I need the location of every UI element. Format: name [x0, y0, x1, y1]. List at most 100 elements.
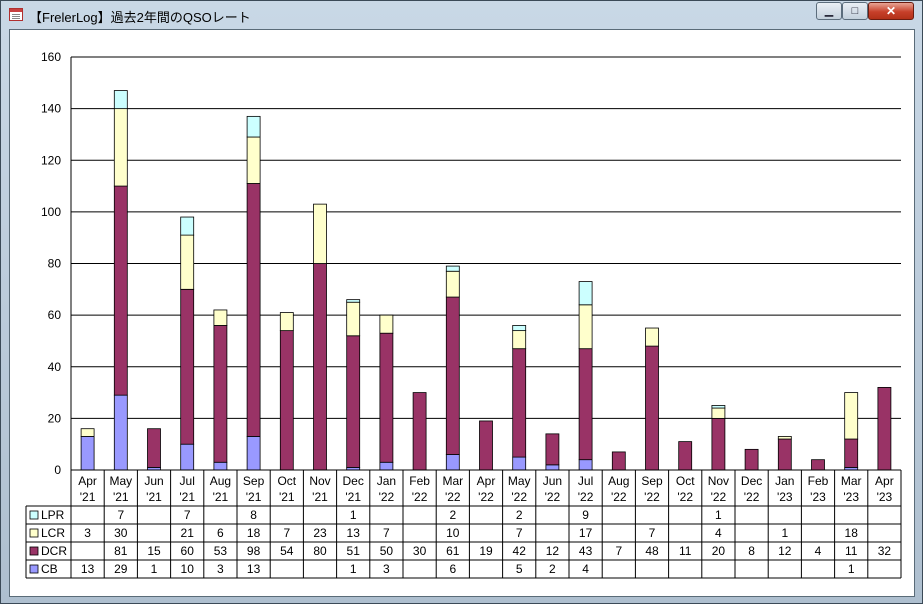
x-tick-year-label: '23	[810, 490, 826, 504]
bar-lpr	[246, 115, 261, 138]
bar-lcr	[512, 330, 527, 350]
x-tick-year-label: '22	[511, 490, 527, 504]
title-bar[interactable]: 【FrelerLog】過去2年間のQSOレート ▁ □ ✕	[1, 1, 922, 29]
data-table-value: 7	[649, 526, 656, 540]
bar-dcr	[678, 441, 693, 471]
x-tick-label: Aug	[608, 474, 629, 488]
x-tick-year-label: '22	[412, 490, 428, 504]
x-tick-year-label: '21	[246, 490, 262, 504]
bar-lpr	[512, 325, 527, 332]
data-table-value: 1	[350, 562, 357, 576]
x-tick-year-label: '21	[146, 490, 162, 504]
data-table-value: 11	[679, 544, 692, 558]
bar-dcr	[811, 459, 825, 471]
y-tick-label: 140	[41, 102, 61, 116]
close-button[interactable]: ✕	[868, 2, 914, 20]
bar-dcr	[645, 345, 659, 471]
x-tick-label: Mar	[442, 474, 463, 488]
data-table-value: 1	[715, 508, 722, 522]
y-tick-label: 160	[41, 50, 61, 64]
data-table-value: 3	[217, 562, 224, 576]
x-tick-label: May	[508, 474, 531, 488]
data-table-value: 54	[280, 544, 294, 558]
maximize-icon: □	[851, 5, 859, 17]
data-table-value: 10	[181, 562, 195, 576]
legend-swatch-lpr	[29, 510, 39, 520]
data-table-value: 61	[446, 544, 460, 558]
data-table-value: 43	[579, 544, 593, 558]
x-tick-year-label: '22	[644, 490, 660, 504]
chart-area: 0 20 40 60 80 100 120 140 160 Apr '21 May '21 Jun '21 J…	[9, 29, 915, 597]
bar-dcr	[113, 185, 128, 396]
bar-cb	[180, 443, 195, 471]
data-table-value: 7	[283, 526, 290, 540]
bar-lpr	[578, 281, 593, 306]
data-table-value: 4	[715, 526, 722, 540]
bar-lcr	[578, 304, 593, 350]
bar-dcr	[412, 392, 427, 471]
data-table-value: 10	[446, 526, 460, 540]
data-table-value: 8	[250, 508, 257, 522]
data-table-value: 7	[117, 508, 124, 522]
x-tick-label: Apr	[78, 474, 97, 488]
x-tick-year-label: '23	[777, 490, 793, 504]
bar-dcr	[777, 438, 792, 471]
maximize-button[interactable]: □	[842, 2, 868, 20]
bar-dcr	[545, 433, 560, 466]
bar-dcr	[279, 330, 294, 471]
x-tick-year-label: '23	[877, 490, 893, 504]
stacked-bar-chart: 020406080100120140160Apr'21May'21Jun'21J…	[25, 50, 902, 579]
bar-lcr	[180, 234, 195, 290]
x-tick-year-label: '22	[578, 490, 594, 504]
data-table-value: 13	[347, 526, 361, 540]
window-title: 【FrelerLog】過去2年間のQSOレート	[29, 10, 251, 25]
bar-dcr	[445, 296, 460, 455]
x-tick-label: Nov	[708, 474, 729, 488]
data-table-value: 5	[516, 562, 523, 576]
data-table-value: 29	[114, 562, 128, 576]
y-tick-label: 100	[41, 205, 61, 219]
bar-dcr	[711, 417, 726, 471]
data-table-value: 30	[114, 526, 128, 540]
bar-dcr	[611, 451, 626, 471]
minimize-button[interactable]: ▁	[816, 2, 842, 20]
data-table-value: 53	[214, 544, 228, 558]
bar-cb	[512, 456, 527, 471]
bar-lcr	[279, 312, 294, 332]
legend-swatch-cb	[29, 564, 39, 574]
x-tick-year-label: '23	[843, 490, 859, 504]
report-icon	[9, 8, 23, 21]
x-tick-label: Sep	[641, 474, 663, 488]
x-tick-label: Dec	[741, 474, 762, 488]
data-table-value: 4	[582, 562, 589, 576]
bar-dcr	[578, 348, 593, 461]
x-tick-year-label: '22	[478, 490, 494, 504]
x-tick-label: Jul	[180, 474, 195, 488]
data-table-value: 2	[449, 508, 456, 522]
x-tick-year-label: '22	[445, 490, 461, 504]
x-tick-label: Aug	[210, 474, 231, 488]
bar-dcr	[346, 335, 361, 468]
bar-lcr	[313, 203, 327, 264]
bar-dcr	[147, 428, 161, 468]
bar-dcr	[512, 348, 527, 458]
x-tick-label: Jun	[543, 474, 562, 488]
x-tick-label: Jan	[775, 474, 794, 488]
x-tick-year-label: '21	[279, 490, 295, 504]
data-table-value: 7	[516, 526, 523, 540]
data-table-value: 23	[313, 526, 327, 540]
data-table-value: 3	[383, 562, 390, 576]
data-table-value: 51	[347, 544, 361, 558]
data-table-value: 32	[878, 544, 892, 558]
x-tick-label: Apr	[477, 474, 496, 488]
data-table-value: 18	[845, 526, 859, 540]
x-tick-label: Feb	[808, 474, 829, 488]
data-table-value: 1	[350, 508, 357, 522]
data-table-value: 13	[81, 562, 95, 576]
bar-dcr	[213, 325, 228, 463]
data-table-value: 3	[84, 526, 91, 540]
bar-lcr	[777, 436, 792, 440]
data-table-value: 1	[848, 562, 855, 576]
bar-lpr	[180, 216, 195, 236]
data-table-value: 19	[479, 544, 493, 558]
